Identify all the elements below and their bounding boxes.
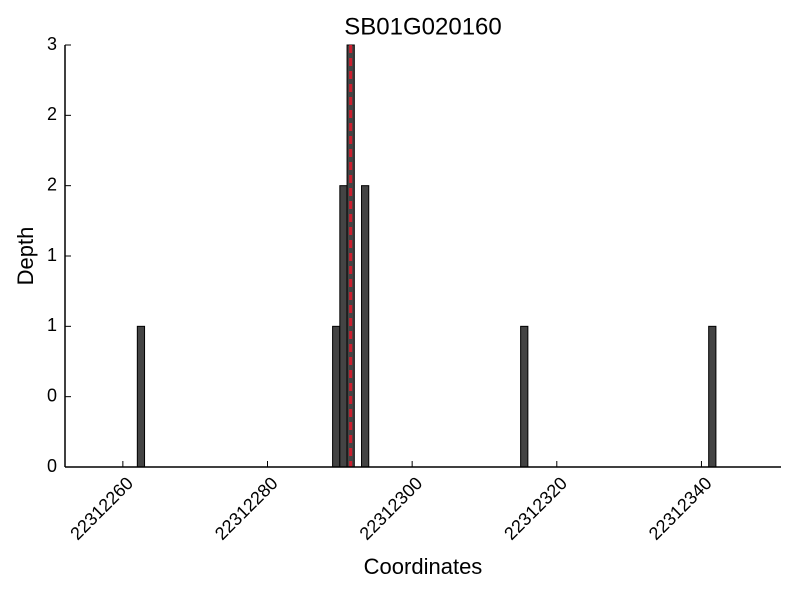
x-axis-label: Coordinates bbox=[364, 554, 483, 579]
x-tick-label: 22312320 bbox=[500, 473, 571, 544]
chart-title: SB01G020160 bbox=[344, 13, 501, 40]
x-tick-label: 22312260 bbox=[66, 473, 137, 544]
x-tick-label: 22312280 bbox=[211, 473, 282, 544]
bar bbox=[136, 325, 146, 468]
y-tick-label: 2 bbox=[47, 174, 57, 194]
bar bbox=[332, 325, 341, 468]
y-tick-label: 0 bbox=[47, 456, 57, 476]
x-tick-label: 22312340 bbox=[645, 473, 716, 544]
bar bbox=[520, 325, 529, 468]
y-tick-label: 1 bbox=[47, 315, 57, 335]
y-tick-label: 0 bbox=[47, 385, 57, 405]
x-tick-label: 22312300 bbox=[356, 473, 427, 544]
y-tick-label: 1 bbox=[47, 245, 57, 265]
y-tick-label: 3 bbox=[47, 34, 57, 54]
bar bbox=[361, 185, 370, 468]
y-tick-label: 2 bbox=[47, 104, 57, 124]
bar bbox=[339, 185, 348, 468]
y-axis-label: Depth bbox=[13, 227, 38, 286]
bar bbox=[708, 325, 717, 468]
